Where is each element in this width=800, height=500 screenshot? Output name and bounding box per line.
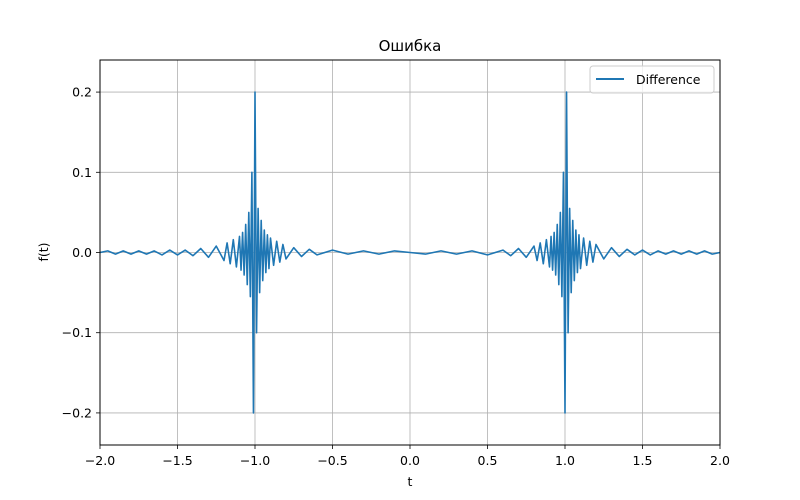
y-axis-ticks: −0.2 −0.1 0.0 0.1 0.2 (62, 85, 100, 420)
legend-box (589, 65, 715, 94)
y-tick-label: −0.1 (62, 325, 92, 340)
x-tick-label: 0.0 (400, 453, 420, 468)
x-tick-label: 0.5 (478, 453, 498, 468)
y-tick-label: 0.0 (72, 245, 92, 260)
x-tick-label: −2.0 (85, 453, 115, 468)
x-tick-label: 1.0 (555, 453, 575, 468)
x-tick-label: −0.5 (317, 453, 347, 468)
x-tick-label: −1.5 (162, 453, 192, 468)
y-tick-label: 0.1 (72, 165, 92, 180)
legend-label-difference: Difference (636, 72, 701, 87)
x-tick-label: −1.0 (240, 453, 270, 468)
series-line-difference (99, 91, 721, 414)
x-axis-ticks: −2.0 −1.5 −1.0 −0.5 0.0 0.5 1.0 1.5 2.0 (85, 445, 730, 468)
x-tick-label: 2.0 (710, 453, 730, 468)
y-axis-label: f(t) (36, 242, 51, 261)
y-tick-label: −0.2 (62, 405, 92, 420)
x-tick-label: 1.5 (633, 453, 653, 468)
x-axis-label: t (408, 474, 413, 489)
chart-title: Ошибка (379, 37, 442, 55)
series-layer (99, 91, 721, 414)
legend: Difference (589, 65, 715, 94)
y-tick-label: 0.2 (72, 85, 92, 100)
